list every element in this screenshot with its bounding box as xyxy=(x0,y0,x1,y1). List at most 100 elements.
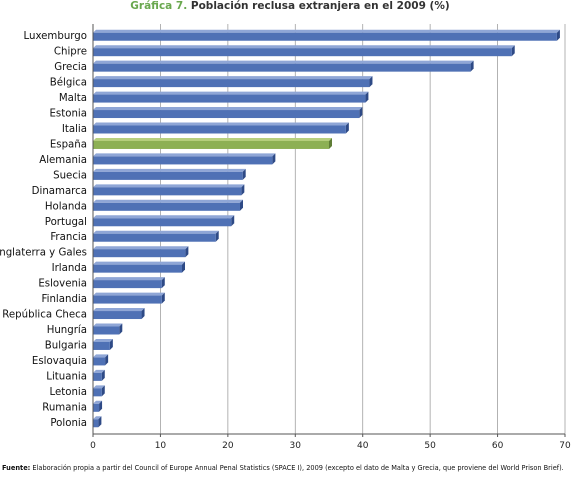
category-label-finlandia: Finlandia xyxy=(42,294,87,305)
category-label-suecia: Suecia xyxy=(53,170,87,181)
bar-rumania xyxy=(93,403,100,412)
chart-plot: Luxemburgo Chipre Grecia Bélgica Malta Estoni… xyxy=(0,24,571,451)
category-label-eslovenia: Eslovenia xyxy=(38,279,87,290)
bar-chipre xyxy=(93,48,512,57)
bar-top-alemania xyxy=(93,153,276,157)
bar-suecia xyxy=(93,171,243,180)
category-label-espana: España xyxy=(50,139,87,150)
bar-irlanda xyxy=(93,264,183,273)
bar-finlandia xyxy=(93,295,162,304)
category-label-estonia: Estonia xyxy=(49,109,87,120)
bar-republica-checa xyxy=(93,311,142,320)
category-label-francia: Francia xyxy=(50,232,87,243)
bar-top-suecia xyxy=(93,168,246,172)
bar-polonia xyxy=(93,419,99,428)
bar-top-dinamarca xyxy=(93,184,245,188)
bar-side-dinamarca xyxy=(241,184,245,196)
bar-side-estonia xyxy=(359,107,363,119)
category-label-portugal: Portugal xyxy=(45,217,87,228)
category-label-holanda: Holanda xyxy=(45,201,87,212)
bar-top-finlandia xyxy=(93,292,165,296)
bar-top-holanda xyxy=(93,199,243,203)
bar-side-alemania xyxy=(272,153,276,165)
x-tick-label: 40 xyxy=(357,441,369,451)
bar-top-eslovenia xyxy=(93,277,165,281)
bar-side-rumania xyxy=(99,400,103,412)
bar-side-bulgaria xyxy=(109,338,113,350)
bar-bulgaria xyxy=(93,341,110,350)
bar-top-italia xyxy=(93,122,349,126)
bar-side-chipre xyxy=(511,45,515,57)
bar-top-francia xyxy=(93,230,219,234)
bar-side-espana xyxy=(329,137,332,149)
category-label-inglaterra-y-gales: Inglaterra y Gales xyxy=(0,248,87,259)
bar-top-chipre xyxy=(93,45,515,49)
bar-side-irlanda xyxy=(182,261,186,273)
category-label-polonia: Polonia xyxy=(50,418,87,429)
category-label-republica-checa: República Checa xyxy=(2,309,87,321)
bar-malta xyxy=(93,94,366,103)
source-text: Elaboración propia a partir del Council … xyxy=(32,464,564,472)
bar-side-republica-checa xyxy=(141,308,145,320)
bar-estonia xyxy=(93,110,360,119)
bar-letonia xyxy=(93,388,102,397)
category-label-irlanda: Irlanda xyxy=(52,263,87,274)
x-tick-label: 20 xyxy=(222,441,234,451)
bar-top-polonia xyxy=(93,416,102,420)
bar-top-espana xyxy=(93,137,332,141)
category-label-dinamarca: Dinamarca xyxy=(32,186,87,197)
x-tick-label: 30 xyxy=(290,441,302,451)
bar-eslovenia xyxy=(93,280,162,289)
category-label-italia: Italia xyxy=(62,124,87,135)
bar-top-luxemburgo xyxy=(93,29,560,33)
source-note: Fuente: Elaboración propia a partir del … xyxy=(2,464,564,472)
bar-portugal xyxy=(93,218,232,227)
category-label-lituania: Lituania xyxy=(46,371,87,382)
bar-side-lituania xyxy=(101,369,105,381)
bar-holanda xyxy=(93,202,240,211)
chart-title-prefix: Gráfica 7. xyxy=(130,0,188,12)
bar-side-letonia xyxy=(101,385,105,397)
category-label-malta: Malta xyxy=(59,93,87,104)
bar-top-grecia xyxy=(93,60,474,64)
x-tick-label: 0 xyxy=(90,441,96,451)
bar-top-bulgaria xyxy=(93,338,113,342)
category-label-letonia: Letonia xyxy=(49,387,87,398)
bar-top-belgica xyxy=(93,76,373,80)
bar-lituania xyxy=(93,372,102,381)
category-label-chipre: Chipre xyxy=(54,47,87,58)
bar-top-republica-checa xyxy=(93,308,145,312)
bar-side-hungria xyxy=(119,323,123,335)
bar-top-estonia xyxy=(93,107,363,111)
bar-dinamarca xyxy=(93,187,242,196)
x-tick-label: 70 xyxy=(559,441,571,451)
bar-eslovaquia xyxy=(93,357,106,366)
bar-italia xyxy=(93,125,346,134)
category-label-alemania: Alemania xyxy=(39,155,87,166)
bar-side-luxemburgo xyxy=(556,29,560,41)
bar-side-inglaterra-y-gales xyxy=(185,246,189,258)
bar-grecia xyxy=(93,63,471,72)
bar-side-finlandia xyxy=(161,292,165,304)
category-label-hungria: Hungría xyxy=(47,324,87,336)
category-label-belgica: Bélgica xyxy=(50,77,87,89)
bar-side-grecia xyxy=(470,60,474,72)
bar-belgica xyxy=(93,79,370,88)
source-label: Fuente: xyxy=(2,464,31,472)
chart-title-text: Población reclusa extranjera en el 2009 … xyxy=(190,0,450,12)
bar-top-irlanda xyxy=(93,261,186,265)
bar-side-belgica xyxy=(369,76,373,88)
bar-alemania xyxy=(93,156,273,165)
bar-hungria xyxy=(93,326,120,335)
bar-espana xyxy=(93,140,329,149)
x-tick-label: 10 xyxy=(155,441,167,451)
bar-side-holanda xyxy=(239,199,243,211)
bar-inglaterra-y-gales xyxy=(93,249,186,258)
category-label-grecia: Grecia xyxy=(54,62,87,73)
bar-side-malta xyxy=(365,91,369,103)
bar-top-portugal xyxy=(93,215,235,219)
bar-top-letonia xyxy=(93,385,105,389)
bar-top-hungria xyxy=(93,323,123,327)
bar-top-rumania xyxy=(93,400,103,404)
bar-top-malta xyxy=(93,91,369,95)
